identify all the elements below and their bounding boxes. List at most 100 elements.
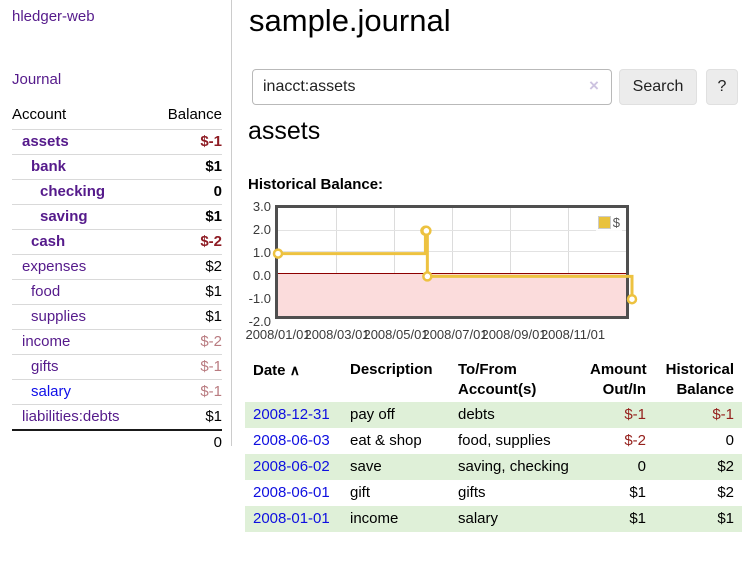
transaction-amount: $-2: [624, 432, 646, 449]
x-tick-label: 2008/11/01: [540, 327, 606, 342]
account-balance: 0: [151, 179, 222, 205]
transaction-row[interactable]: 2008-06-02 save saving, checking 0 $2: [245, 454, 742, 480]
transaction-amount: $1: [629, 510, 646, 527]
account-row-income: income $-2: [12, 329, 222, 355]
y-tick-label: 1.0: [252, 245, 271, 260]
gridline: [393, 208, 395, 316]
account-link-saving[interactable]: saving: [40, 208, 88, 225]
header-amount-line2: Out/In: [602, 381, 646, 398]
account-balance: $2: [151, 254, 222, 280]
account-link-income[interactable]: income: [22, 333, 71, 350]
gridline: [336, 208, 337, 316]
transaction-row[interactable]: 2008-12-31 pay off debts $-1 $-1: [245, 402, 742, 428]
transaction-row[interactable]: 2008-01-01 income salary $1 $1: [245, 506, 742, 532]
account-balance: $1: [151, 279, 222, 305]
transaction-amount: $-1: [624, 406, 646, 423]
header-balance-line2: Balance: [676, 381, 734, 398]
transaction-balance: $2: [717, 458, 734, 475]
account-balance: $1: [151, 154, 222, 180]
account-link-checking[interactable]: checking: [40, 183, 106, 200]
search-button[interactable]: Search: [619, 69, 697, 105]
account-row-assets: assets $-1: [12, 129, 222, 155]
transaction-row[interactable]: 2008-06-01 gift gifts $1 $2: [245, 480, 742, 506]
x-tick-label: 2008/01/01: [245, 327, 311, 342]
help-button[interactable]: ?: [706, 69, 738, 105]
account-balance: $-2: [151, 229, 222, 255]
account-heading: assets: [248, 117, 321, 145]
account-link-bank[interactable]: bank: [31, 158, 67, 175]
gridline: [278, 251, 626, 253]
transaction-description: gift: [350, 484, 371, 501]
x-tick-label: 2008/03/01: [304, 327, 370, 342]
header-date[interactable]: Date ∧: [245, 358, 342, 402]
account-link-salary[interactable]: salary: [31, 383, 72, 400]
account-link-gifts[interactable]: gifts: [31, 358, 59, 375]
header-date-label: Date: [253, 362, 286, 379]
transaction-description: income: [350, 510, 399, 527]
transaction-accounts: debts: [458, 406, 495, 423]
transaction-balance: $2: [717, 484, 734, 501]
account-link-supplies[interactable]: supplies: [31, 308, 87, 325]
account-link-cash[interactable]: cash: [31, 233, 66, 250]
y-tick-label: 2.0: [252, 222, 271, 237]
transaction-balance: 0: [725, 432, 734, 449]
transaction-date-link[interactable]: 2008-06-01: [253, 484, 330, 501]
header-balance: Historical Balance: [654, 358, 742, 402]
account-link-liabilities-debts[interactable]: liabilities:debts: [22, 408, 120, 425]
account-row-bank: bank $1: [12, 154, 222, 180]
y-tick-label: 3.0: [252, 199, 271, 214]
transaction-row[interactable]: 2008-06-03 eat & shop food, supplies $-2…: [245, 428, 742, 454]
transaction-description: save: [350, 458, 382, 475]
account-balance: $-1: [151, 354, 222, 380]
accounts-header-account: Account: [12, 106, 67, 123]
transaction-description: eat & shop: [350, 432, 422, 449]
account-balance: $1: [151, 304, 222, 330]
gridline: [510, 208, 511, 316]
transaction-date-link[interactable]: 2008-01-01: [253, 510, 330, 527]
balance-series: [272, 225, 638, 305]
accounts-table: Account Balance assets $-1 bank $1 check…: [12, 102, 222, 455]
transaction-accounts: saving, checking: [458, 458, 569, 475]
account-row-cash: cash $-2: [12, 229, 222, 255]
transaction-accounts: food, supplies: [458, 432, 551, 449]
account-balance: $-1: [151, 129, 222, 155]
header-balance-line1: Historical: [665, 361, 734, 378]
sort-ascending-icon: ∧: [289, 362, 300, 378]
header-description: Description: [350, 361, 433, 378]
account-row-salary: salary $-1: [12, 379, 222, 405]
account-link-assets[interactable]: assets: [22, 133, 69, 150]
legend-color-swatch: [597, 216, 611, 229]
x-tick-label: 2008/09/01: [481, 327, 547, 342]
transaction-amount: 0: [637, 458, 646, 475]
x-tick-label: 2008/05/01: [363, 327, 429, 342]
transaction-date-link[interactable]: 2008-06-02: [253, 458, 330, 475]
account-row-checking: checking 0: [12, 179, 222, 205]
y-tick-label: -2.0: [248, 314, 271, 329]
account-row-supplies: supplies $1: [12, 304, 222, 330]
app-brand-link[interactable]: hledger-web: [12, 8, 95, 25]
gridline: [278, 229, 626, 231]
legend-label: $: [612, 215, 620, 230]
transaction-date-link[interactable]: 2008-12-31: [253, 406, 330, 423]
account-link-food[interactable]: food: [31, 283, 61, 300]
sidebar-item-journal[interactable]: Journal: [12, 71, 62, 88]
account-row-food: food $1: [12, 279, 222, 305]
account-balance: $1: [151, 404, 222, 430]
negative-region: [278, 272, 626, 316]
accounts-header-row: Account Balance: [12, 102, 222, 130]
x-tick-label: 2008/07/01: [422, 327, 488, 342]
account-row-gifts: gifts $-1: [12, 354, 222, 380]
header-accounts-line2: Account(s): [458, 381, 537, 398]
transaction-date-link[interactable]: 2008-06-03: [253, 432, 330, 449]
account-link-expenses[interactable]: expenses: [22, 258, 87, 275]
accounts-header-balance: Balance: [167, 106, 222, 123]
transaction-balance: $1: [717, 510, 734, 527]
chart-legend: $: [595, 214, 622, 231]
gridline: [452, 208, 453, 316]
clear-search-icon[interactable]: ×: [589, 76, 599, 95]
chart-title: Historical Balance:: [248, 176, 384, 193]
header-amount: Amount Out/In: [582, 358, 654, 402]
search-input[interactable]: [252, 69, 612, 105]
y-tick-label: 0.0: [252, 268, 271, 283]
transaction-description: pay off: [350, 406, 395, 423]
